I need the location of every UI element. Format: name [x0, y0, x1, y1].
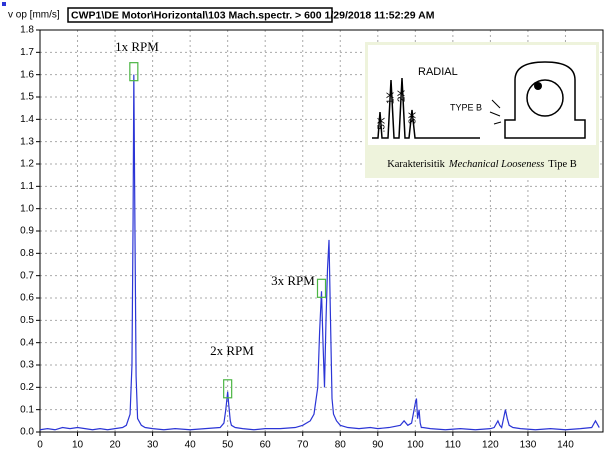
- x-tick-label: 100: [407, 440, 424, 451]
- y-tick-label: 1.2: [20, 159, 34, 170]
- annotation: 2x RPM: [210, 343, 254, 358]
- peak-highlight: [223, 379, 233, 399]
- y-tick-label: 0.4: [20, 337, 34, 348]
- chart-title: CWP1\DE Motor\Horizontal\103 Mach.spectr…: [71, 9, 435, 21]
- x-tick-label: 40: [185, 440, 197, 451]
- inset-label: 3X: [408, 112, 419, 125]
- x-tick-label: 120: [482, 440, 499, 451]
- x-tick-label: 110: [445, 440, 461, 451]
- y-tick-label: 0.3: [20, 360, 34, 371]
- y-tick-label: 0.6: [20, 293, 34, 304]
- inset-label: RADIAL: [418, 66, 458, 78]
- y-tick-label: 1.4: [20, 114, 34, 125]
- caption-part: Tipe B: [548, 159, 577, 170]
- x-tick-label: 130: [520, 440, 537, 451]
- inset-spectrum: [372, 77, 480, 139]
- x-tick-label: 70: [297, 440, 309, 451]
- y-tick-label: 0.5: [20, 315, 34, 326]
- x-tick-label: 90: [372, 440, 384, 451]
- title-box: [67, 7, 333, 23]
- annotation: 3x RPM: [271, 273, 315, 288]
- x-tick-label: 10: [72, 440, 84, 451]
- inset-label: 2X: [397, 90, 408, 103]
- inset-image: [368, 45, 596, 145]
- x-tick-label: 0: [37, 440, 43, 451]
- x-tick-label: 50: [222, 440, 234, 451]
- corner-marker: [2, 2, 6, 6]
- x-tick-label: 60: [260, 440, 272, 451]
- y-tick-label: 0.2: [20, 382, 34, 393]
- y-tick-label: 0.8: [20, 248, 34, 259]
- inset-label: TYPE B: [450, 102, 482, 112]
- y-tick-label: 0.1: [20, 404, 34, 415]
- x-tick-label: 30: [147, 440, 159, 451]
- y-tick-label: 1.0: [20, 203, 34, 214]
- annotation: 1x RPM: [115, 39, 159, 54]
- y-tick-label: 1.5: [20, 92, 34, 103]
- y-tick-label: 1.3: [20, 136, 34, 147]
- inset-caption: Karakterisitik Mechanical Looseness Tipe B: [387, 159, 577, 170]
- plot-frame: [39, 29, 604, 433]
- vibration-marks: [489, 99, 502, 125]
- x-tick-label: 20: [110, 440, 122, 451]
- caption-part: Karakterisitik: [387, 159, 445, 170]
- x-tick-label: 80: [335, 440, 347, 451]
- y-tick-label: 0.0: [20, 427, 34, 438]
- caption-part: Mechanical Looseness: [448, 159, 544, 170]
- peak-highlight: [129, 62, 139, 82]
- y-tick-label: 1.1: [20, 181, 34, 192]
- y-tick-label: 1.6: [20, 69, 34, 80]
- inset-label: .5X: [377, 117, 388, 132]
- y-tick-label: 0.9: [20, 226, 34, 237]
- y-tick-label: 1.8: [20, 25, 34, 36]
- bearing-dot: [534, 82, 542, 90]
- y-axis-label: v op [mm/s]: [8, 10, 60, 21]
- y-tick-label: 0.7: [20, 270, 34, 281]
- bearing-bore: [526, 79, 564, 117]
- inset-label: 1X: [386, 92, 397, 105]
- spectrum-line: [39, 74, 600, 431]
- y-tick-label: 1.7: [20, 47, 34, 58]
- bearing-sketch: [504, 61, 586, 139]
- x-tick-label: 140: [557, 440, 574, 451]
- peak-highlight: [316, 278, 327, 298]
